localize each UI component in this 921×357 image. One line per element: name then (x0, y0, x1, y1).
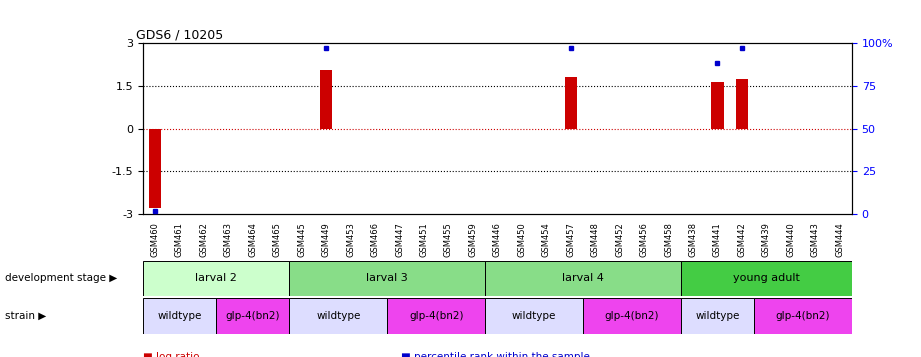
Text: GDS6 / 10205: GDS6 / 10205 (135, 29, 223, 42)
Text: glp-4(bn2): glp-4(bn2) (409, 311, 463, 321)
Bar (143, 298, 216, 334)
Text: development stage ▶: development stage ▶ (5, 273, 117, 283)
Bar (149, 129, 161, 208)
Bar (681, 298, 754, 334)
Bar (485, 298, 583, 334)
Bar (289, 261, 485, 296)
Text: wildtype: wildtype (316, 311, 361, 321)
Bar (485, 261, 681, 296)
Text: strain ▶: strain ▶ (5, 311, 46, 321)
Text: glp-4(bn2): glp-4(bn2) (226, 311, 280, 321)
Text: glp-4(bn2): glp-4(bn2) (604, 311, 659, 321)
Bar (565, 77, 577, 129)
Text: wildtype: wildtype (157, 311, 202, 321)
Text: larval 4: larval 4 (562, 273, 604, 283)
Bar (754, 298, 852, 334)
Bar (143, 261, 289, 296)
Bar (711, 82, 724, 129)
Bar (216, 298, 289, 334)
Bar (388, 298, 485, 334)
Bar (289, 298, 388, 334)
Text: wildtype: wildtype (695, 311, 740, 321)
Bar (736, 79, 748, 129)
Text: larval 3: larval 3 (367, 273, 408, 283)
Bar (321, 70, 332, 129)
Bar (583, 298, 681, 334)
Text: glp-4(bn2): glp-4(bn2) (775, 311, 830, 321)
Text: wildtype: wildtype (512, 311, 556, 321)
Text: ■ percentile rank within the sample: ■ percentile rank within the sample (401, 352, 589, 357)
Bar (681, 261, 852, 296)
Text: larval 2: larval 2 (195, 273, 237, 283)
Text: young adult: young adult (733, 273, 799, 283)
Text: ■ log ratio: ■ log ratio (143, 352, 199, 357)
